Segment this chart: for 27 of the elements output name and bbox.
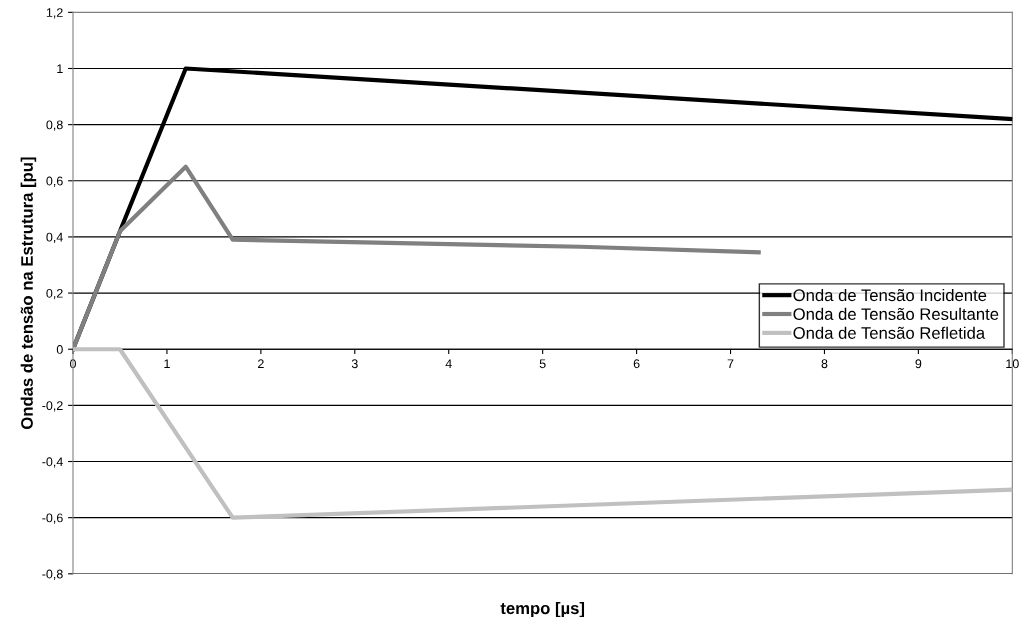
legend-label: Onda de Tensão Incidente	[793, 288, 987, 302]
x-tick-label: 6	[633, 359, 640, 369]
x-tick-label: 7	[727, 359, 734, 368]
x-tick-label: 4	[445, 359, 452, 368]
y-tick-label: 1	[57, 64, 63, 74]
y-tick-label: 0,4	[46, 232, 63, 244]
x-tick-label: 1	[164, 359, 170, 368]
x-tick-label: 3	[351, 359, 358, 369]
y-tick-label: 0	[56, 345, 63, 354]
x-tick-label: 2	[258, 359, 264, 368]
y-tick-label: -0,8	[42, 569, 63, 580]
y-tick-label: 1,2	[46, 8, 63, 19]
x-axis-title: tempo [µs]	[500, 601, 585, 617]
y-tick-label: 0,6	[46, 176, 63, 187]
y-tick-label: -0,4	[42, 457, 63, 468]
x-tick-label: 10	[1006, 359, 1019, 369]
x-tick-label: 0	[70, 359, 76, 369]
y-tick-label: 0,8	[46, 120, 63, 131]
y-tick-label: -0,2	[42, 401, 63, 412]
x-tick-label: 9	[915, 359, 922, 369]
legend-label: Onda de Tensão Resultante	[793, 307, 999, 321]
x-tick-label: 8	[821, 359, 828, 369]
legend-label: Onda de Tensão Refletida	[793, 326, 986, 339]
y-tick-label: -0,6	[42, 513, 63, 524]
y-tick-label: 0,2	[46, 288, 63, 300]
y-axis-title: Ondas de tensão na Estrutura [pu]	[20, 157, 37, 429]
x-tick-label: 5	[539, 359, 546, 369]
